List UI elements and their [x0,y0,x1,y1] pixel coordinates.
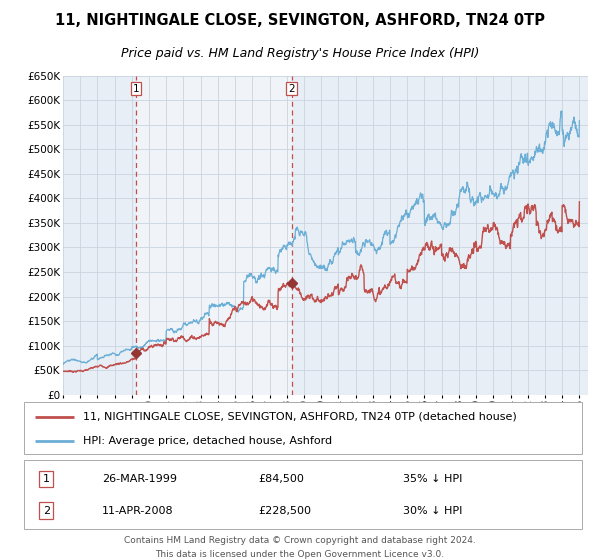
Text: £228,500: £228,500 [259,506,311,516]
Bar [136,76,292,395]
Text: 11, NIGHTINGALE CLOSE, SEVINGTON, ASHFORD, TN24 0TP: 11, NIGHTINGALE CLOSE, SEVINGTON, ASHFOR… [55,13,545,28]
Text: 30% ↓ HPI: 30% ↓ HPI [403,506,463,516]
Text: 35% ↓ HPI: 35% ↓ HPI [403,474,463,484]
Text: Contains HM Land Registry data © Crown copyright and database right 2024.: Contains HM Land Registry data © Crown c… [124,536,476,545]
Text: This data is licensed under the Open Government Licence v3.0.: This data is licensed under the Open Gov… [155,550,445,559]
Text: 26-MAR-1999: 26-MAR-1999 [102,474,177,484]
Text: 1: 1 [43,474,50,484]
Text: 2: 2 [288,83,295,94]
Text: 11, NIGHTINGALE CLOSE, SEVINGTON, ASHFORD, TN24 0TP (detached house): 11, NIGHTINGALE CLOSE, SEVINGTON, ASHFOR… [83,412,517,422]
Text: Price paid vs. HM Land Registry's House Price Index (HPI): Price paid vs. HM Land Registry's House … [121,48,479,60]
Text: 2: 2 [43,506,50,516]
Text: 11-APR-2008: 11-APR-2008 [102,506,174,516]
Text: HPI: Average price, detached house, Ashford: HPI: Average price, detached house, Ashf… [83,436,332,446]
Text: 1: 1 [133,83,139,94]
Text: £84,500: £84,500 [259,474,304,484]
